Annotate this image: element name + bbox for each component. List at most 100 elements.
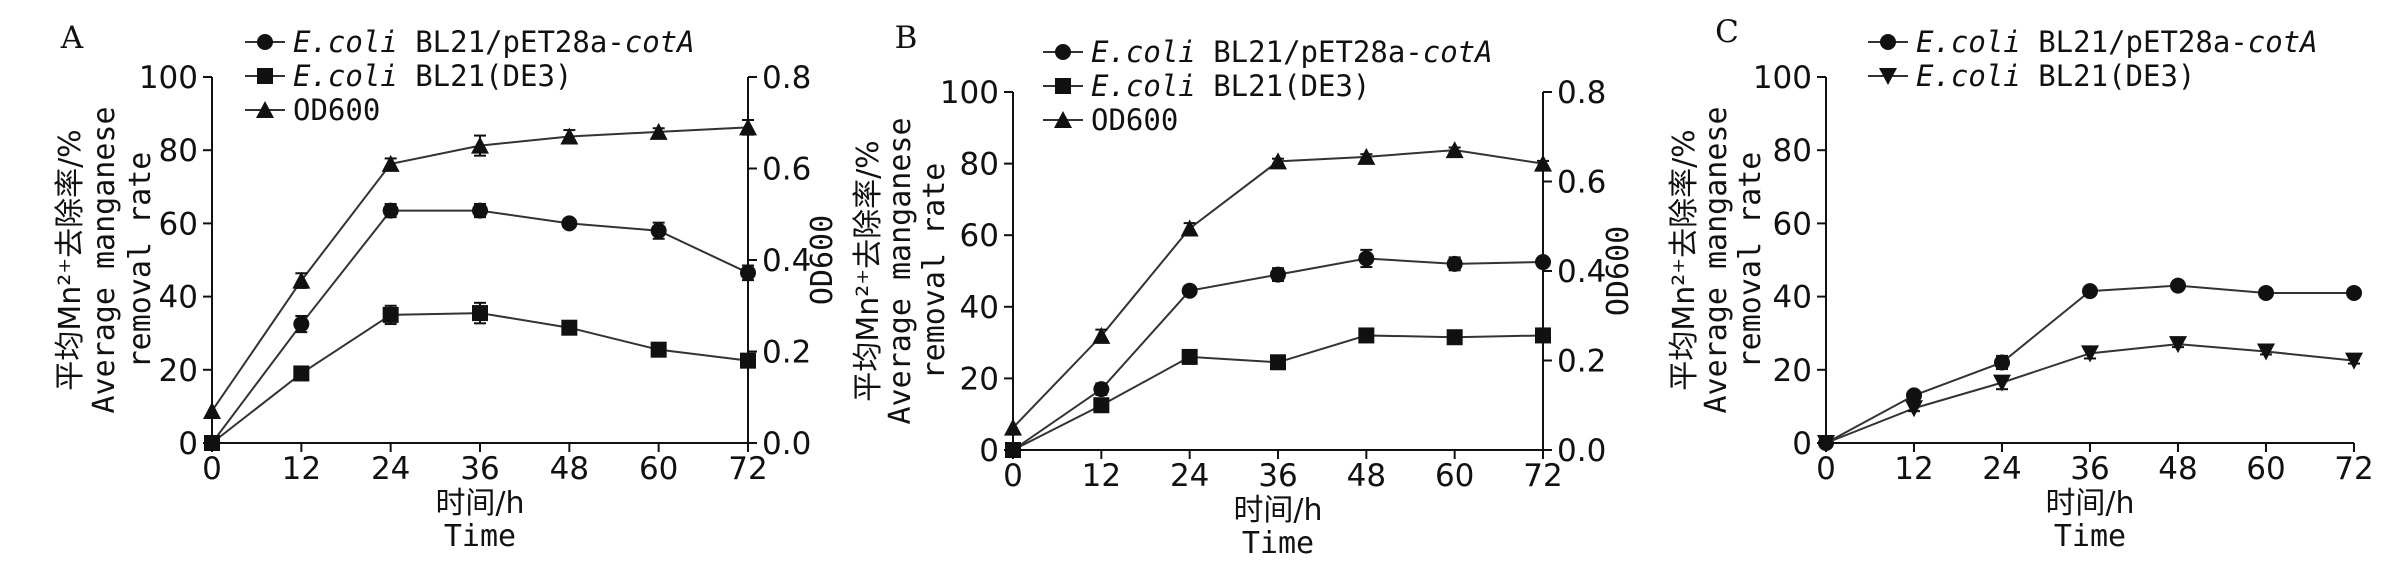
y-tick-label: 60: [1773, 206, 1812, 242]
legend-label: E.coli BL21/pET28a-cotA: [1091, 35, 1493, 69]
data-point: [740, 352, 756, 369]
data-point: [1093, 381, 1110, 398]
x-tick-label: 48: [2158, 451, 2197, 487]
data-point: [1181, 348, 1198, 365]
data-point: [1181, 282, 1198, 299]
x-tick-label: 0: [202, 451, 222, 487]
legend-item: OD600: [1043, 103, 1178, 137]
legend-marker: [256, 101, 274, 118]
series-3: [203, 118, 757, 419]
data-point: [1270, 266, 1286, 283]
x-tick-label: 12: [1082, 458, 1121, 494]
data-point: [1004, 418, 1022, 436]
y2-tick-label: 0.4: [762, 243, 811, 279]
y2-tick-label: 0.6: [762, 152, 811, 188]
x-tick-label: 36: [2070, 451, 2109, 487]
series-line: [1012, 334, 1544, 451]
series-1: [1005, 248, 1551, 458]
legend-label: E.coli BL21(DE3): [1916, 59, 2195, 93]
legend-marker: [1879, 68, 1897, 85]
x-tick-label: 60: [1435, 458, 1474, 494]
x-axis-label-en: Time: [444, 519, 516, 554]
y-tick-label: 100: [940, 75, 999, 111]
legend-label-italic: E.coli: [1091, 35, 1196, 69]
y-tick-label: 100: [1753, 60, 1812, 96]
y-axis-label: 平均Mn²⁺去除率/%: [1667, 129, 1702, 390]
series-2: [204, 301, 756, 451]
y2-tick-label: 0.0: [1557, 433, 1606, 469]
data-point: [1093, 397, 1110, 414]
data-point: [382, 306, 399, 323]
data-point: [1180, 219, 1199, 237]
data-point: [1993, 374, 2011, 392]
x-tick-label: 12: [282, 451, 321, 487]
legend-label-plain: BL21/pET28a-: [2021, 25, 2248, 59]
x-tick-label: 24: [1982, 451, 2021, 487]
x-tick-label: 60: [2246, 451, 2285, 487]
y-tick-label: 60: [960, 218, 999, 254]
series-3: [1004, 141, 1552, 436]
data-point: [2081, 345, 2099, 363]
data-point: [740, 264, 756, 281]
legend-item: OD600: [245, 93, 380, 127]
series-1: [1818, 277, 2362, 451]
y-axis-label-en: Average manganese: [87, 106, 122, 413]
y-tick-label: 0: [178, 426, 198, 462]
y2-tick-label: 0.8: [762, 60, 811, 96]
y-tick-label: 60: [159, 206, 198, 242]
y-tick-label: 80: [1773, 133, 1812, 169]
legend-label-italic: E.coli: [1916, 59, 2021, 93]
y2-axis-label: OD600: [1601, 226, 1636, 316]
x-tick-label: 72: [1523, 458, 1562, 494]
data-point: [204, 435, 220, 451]
data-point: [560, 127, 579, 145]
y2-tick-label: 0.2: [1557, 344, 1606, 380]
y-axis-label-en: Average manganese: [883, 117, 918, 424]
panel-letter: B: [895, 20, 918, 56]
y-axis-label-en2: removal rate: [1733, 152, 1768, 369]
x-tick-label: 36: [460, 451, 499, 487]
data-point: [1905, 400, 1923, 418]
legend-marker: [257, 68, 273, 84]
y2-tick-label: 0.0: [762, 426, 811, 462]
x-tick-label: 24: [1170, 458, 1209, 494]
x-axis-label-en: Time: [1242, 526, 1314, 561]
data-point: [649, 122, 668, 140]
y-tick-label: 80: [159, 133, 198, 169]
y-axis-label: 平均Mn²⁺去除率/%: [53, 129, 88, 390]
data-point: [381, 154, 400, 172]
legend-label-plain: OD600: [293, 93, 380, 127]
data-point: [650, 222, 667, 239]
series-line: [1825, 284, 2354, 444]
series-line: [211, 126, 749, 412]
y-tick-label: 0: [979, 433, 999, 469]
legend-label: E.coli BL21/pET28a-cotA: [293, 25, 695, 59]
legend-label: E.coli BL21(DE3): [293, 59, 572, 93]
y-axis-label-en2: removal rate: [917, 163, 952, 380]
legend-label-plain: BL21(DE3): [2021, 59, 2196, 93]
legend-item: E.coli BL21/pET28a-cotA: [1868, 25, 2318, 59]
panel-letter: A: [60, 20, 84, 56]
x-axis-label: 时间/h: [1233, 493, 1322, 528]
panel-letter: C: [1715, 14, 1739, 50]
data-point: [1357, 147, 1376, 165]
legend-label-plain: BL21(DE3): [398, 59, 573, 93]
legend-marker: [1054, 111, 1072, 128]
data-point: [472, 202, 488, 219]
data-point: [1445, 141, 1464, 159]
data-point: [2257, 343, 2275, 361]
x-tick-label: 24: [371, 451, 410, 487]
legend-marker: [1055, 44, 1071, 60]
data-point: [561, 215, 578, 232]
data-point: [293, 316, 310, 333]
data-point: [650, 341, 667, 358]
y-tick-label: 20: [960, 361, 999, 397]
data-point: [1535, 254, 1551, 271]
y2-tick-label: 0.2: [762, 335, 811, 371]
x-tick-label: 72: [728, 451, 767, 487]
series-line: [211, 312, 749, 444]
legend-label-italic: E.coli: [1916, 25, 2021, 59]
data-point: [293, 365, 310, 382]
